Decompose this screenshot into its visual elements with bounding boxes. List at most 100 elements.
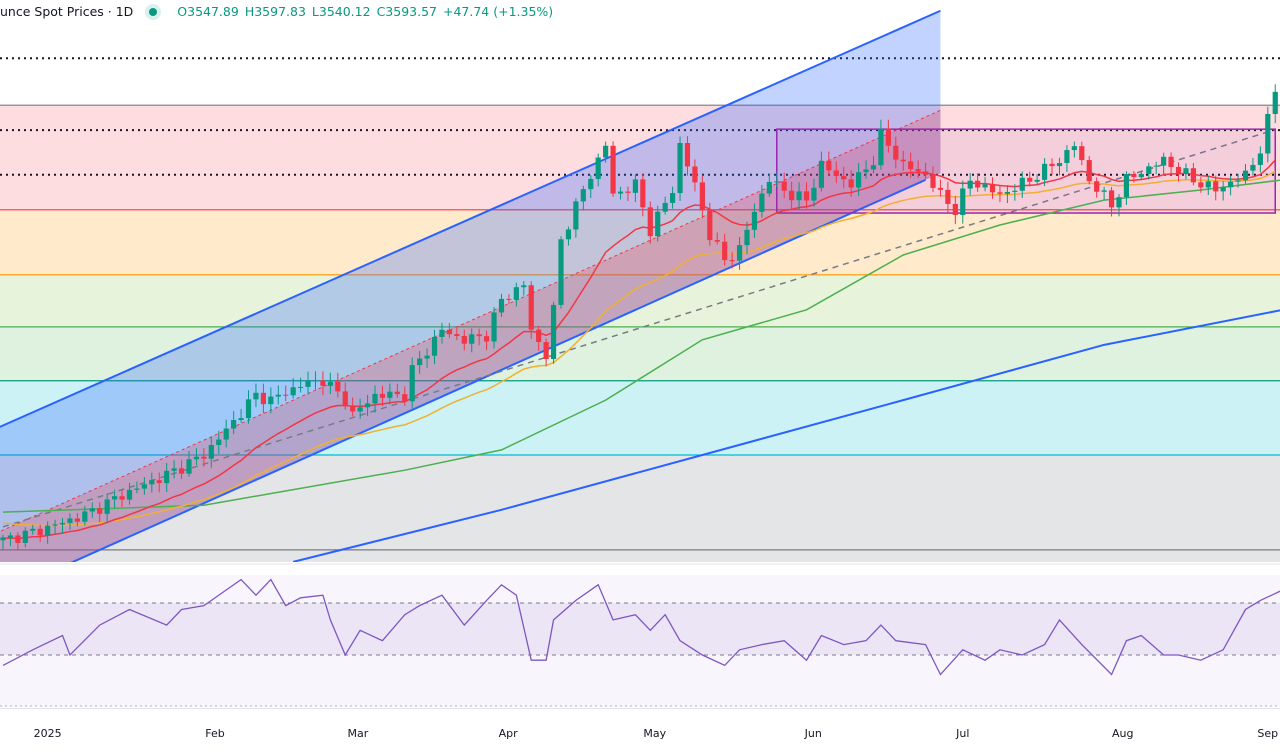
fib-zone [0,274,1280,327]
candle-body [975,180,981,188]
candle-body [722,241,728,261]
candle-body [588,178,594,190]
candle-body [1168,156,1174,167]
candle-body [1272,91,1278,114]
candle-body [870,165,877,170]
candle-body [476,334,482,337]
candle-body [952,203,958,215]
candle-body [1235,180,1241,182]
candle-body [22,530,28,543]
candle-body [759,193,765,212]
candle-body [1190,168,1196,183]
rsi-line [2,578,1280,676]
candle-body [908,161,914,170]
symbol-title[interactable]: unce Spot Prices · 1D [0,4,134,19]
candle-body [45,525,51,536]
candle-body [692,166,698,183]
candle-body [573,201,579,230]
candle-body [707,210,713,241]
candle-body [789,190,795,201]
candle-body [536,329,542,343]
candle-body [610,145,616,194]
candle-body [260,392,266,405]
candle-body [498,298,505,313]
candle-body [930,174,936,188]
candle-body [662,202,668,212]
candle-body [1116,197,1122,208]
candle-body [803,191,810,201]
fib-zone [0,105,1280,131]
x-tick-label: 2025 [33,727,62,740]
candle-body [580,189,586,202]
candle-body [1034,179,1040,182]
candle-body [729,260,735,262]
candle-body [1019,177,1025,191]
candle-body [112,496,118,500]
candle-body [74,518,80,522]
candle-body [744,229,750,246]
candle-body [684,142,691,167]
candle-body [275,394,281,397]
candle-body [223,428,229,440]
candle-body [751,211,758,230]
time-axis[interactable]: 2025 Feb Mar Apr May Jun Jul Aug Sep [0,708,1280,749]
x-tick-label: May [643,727,667,740]
candle-body [149,480,155,485]
candle-body [655,211,661,237]
candle-body [714,240,720,242]
candle-body [766,181,772,194]
candle-body [617,191,624,194]
candle-body [193,456,200,460]
candle-body [1094,181,1100,192]
candle-body [1042,163,1048,180]
change-value: +47.74 (+1.35%) [442,4,554,19]
candle-body [335,381,341,392]
candle-body [126,489,133,500]
candle-body [922,171,929,175]
candle-body [253,392,259,400]
candle-body [409,365,415,402]
candle-body [37,528,43,536]
ma-20-line [2,159,1276,540]
candle-body [632,179,638,193]
candle-body [1064,150,1070,163]
x-tick-label: Jul [956,727,970,740]
candle-body [699,182,705,211]
candle-body [565,229,572,240]
candle-body [856,172,862,188]
candle-body [841,175,847,180]
low-value: L3540.12 [311,4,371,19]
candle-body [1086,160,1092,182]
candle-body [640,179,646,208]
candle-body [141,484,147,489]
fib-zone [0,209,1280,275]
candle-body [424,355,430,359]
price-chart[interactable] [0,0,1280,708]
ma-200-line [292,309,1280,562]
candle-body [863,169,869,173]
candle-body [1161,156,1167,166]
candle-body [558,239,564,305]
candle-body [30,528,36,531]
candle-body [446,329,452,335]
candle-body [1242,170,1249,181]
candle-body [677,142,683,194]
candle-body [320,380,326,386]
candle-body [1138,173,1144,178]
candle-body [550,304,557,360]
candle-body [1123,174,1130,198]
candle-body [216,439,222,445]
channel-upper-line [0,9,941,428]
candle-body [960,188,966,215]
candle-body [364,403,371,408]
candle-body [491,312,497,342]
candle-body [290,387,296,396]
candle-body [178,468,185,474]
candle-body [1153,165,1159,167]
candle-body [439,329,445,337]
candle-body [201,456,207,459]
candle-body [893,145,899,160]
candle-body [312,380,319,382]
candle-body [878,128,884,166]
candle-body [379,393,386,398]
